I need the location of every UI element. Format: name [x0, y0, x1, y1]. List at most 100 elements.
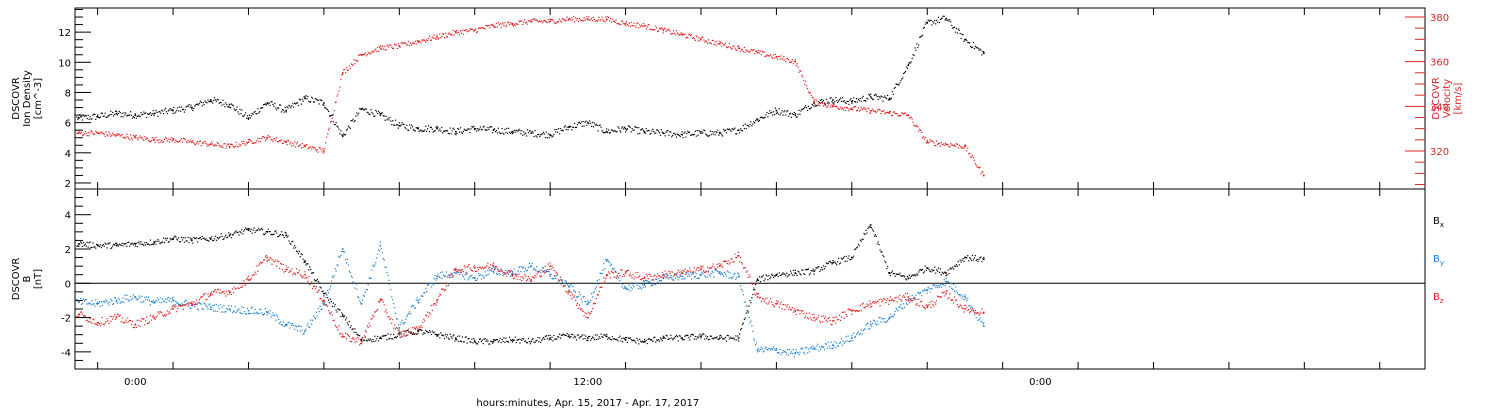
velocity-point — [224, 143, 226, 145]
by-point — [676, 276, 679, 278]
bz-point — [239, 283, 241, 285]
by-point — [879, 317, 881, 319]
velocity-point — [290, 141, 292, 144]
bx-point — [945, 275, 947, 277]
velocity-point — [576, 17, 579, 19]
by-point — [708, 274, 711, 276]
by-point — [904, 298, 907, 301]
ion-density-point — [778, 108, 780, 110]
bx-point — [902, 275, 904, 277]
ion-density-point — [693, 133, 695, 135]
bx-point — [940, 274, 942, 276]
by-point — [146, 296, 148, 298]
bx-point — [561, 334, 563, 336]
velocity-point — [749, 50, 751, 53]
ion-density-point — [428, 131, 431, 133]
velocity-point — [294, 141, 296, 143]
bx-point — [728, 338, 730, 340]
by-point — [925, 289, 927, 291]
velocity-point — [268, 136, 270, 138]
bz-point — [434, 303, 436, 305]
bx-point — [971, 254, 974, 257]
ion-density-point — [443, 130, 445, 132]
by-point — [333, 275, 335, 277]
bz-point — [625, 270, 628, 273]
ion-density-point — [606, 128, 608, 130]
by-point — [318, 311, 320, 313]
by-point — [280, 323, 283, 326]
bx-point — [615, 338, 617, 340]
velocity-point — [556, 21, 558, 23]
ion-density-point — [323, 102, 325, 104]
by-point — [914, 297, 916, 299]
by-point — [573, 289, 575, 291]
bx-point — [318, 282, 320, 284]
velocity-point — [401, 42, 403, 44]
by-point — [424, 292, 426, 294]
bz-point — [775, 300, 777, 302]
ion-density-point — [864, 99, 866, 102]
bx-point — [690, 335, 692, 337]
velocity-point — [460, 32, 463, 34]
bx-point — [784, 273, 786, 275]
ion-density-point — [162, 110, 164, 112]
ion-density-point — [953, 27, 955, 29]
velocity-point — [780, 55, 782, 57]
by-point — [107, 302, 109, 304]
bz-point — [564, 285, 566, 287]
velocity-point — [431, 36, 433, 38]
bx-point — [670, 334, 672, 336]
bz-point — [179, 304, 181, 306]
bx-point — [544, 335, 547, 337]
ion-density-point — [89, 116, 91, 118]
bx-point — [806, 268, 809, 271]
ion-density-point — [97, 116, 100, 118]
bx-point — [489, 343, 491, 345]
velocity-point — [726, 47, 728, 49]
bz-point — [664, 270, 666, 272]
bx-point — [217, 238, 219, 240]
bz-point — [469, 267, 471, 269]
bz-point — [83, 315, 86, 317]
velocity-point — [687, 37, 689, 39]
bx-point — [926, 267, 928, 270]
bx-point — [803, 272, 805, 275]
by-point — [937, 285, 940, 287]
bx-point — [215, 239, 218, 241]
ion-density-point — [126, 115, 128, 117]
by-point — [714, 269, 716, 271]
velocity-point — [573, 15, 575, 18]
ion-density-point — [836, 99, 838, 102]
bx-point — [565, 334, 567, 337]
velocity-point — [870, 112, 872, 114]
velocity-point — [684, 33, 686, 36]
ion-density-point — [913, 54, 915, 57]
bx-point — [820, 269, 822, 271]
by-point — [712, 272, 714, 274]
ion-density-point — [199, 100, 201, 102]
bz-point — [128, 321, 130, 323]
by-point — [468, 277, 470, 279]
bx-point — [939, 268, 942, 270]
bz-point — [502, 272, 504, 274]
bx-point — [836, 264, 838, 266]
bz-point — [327, 310, 330, 312]
velocity-point — [603, 20, 605, 22]
bz-point — [291, 268, 293, 270]
velocity-point — [118, 133, 120, 135]
bx-point — [573, 337, 575, 339]
by-point — [278, 318, 280, 321]
ion-density-point — [288, 104, 290, 107]
bx-point — [717, 338, 719, 340]
velocity-point — [182, 137, 185, 140]
ion-density-point — [952, 27, 954, 29]
ion-density-point — [644, 132, 646, 134]
bz-point — [369, 325, 371, 327]
bx-point — [412, 332, 415, 334]
velocity-point — [149, 140, 152, 143]
bz-point — [435, 304, 437, 306]
ion-density-point — [192, 109, 194, 112]
bx-point — [77, 243, 80, 245]
by-point — [286, 324, 288, 326]
ion-density-point — [596, 124, 598, 127]
